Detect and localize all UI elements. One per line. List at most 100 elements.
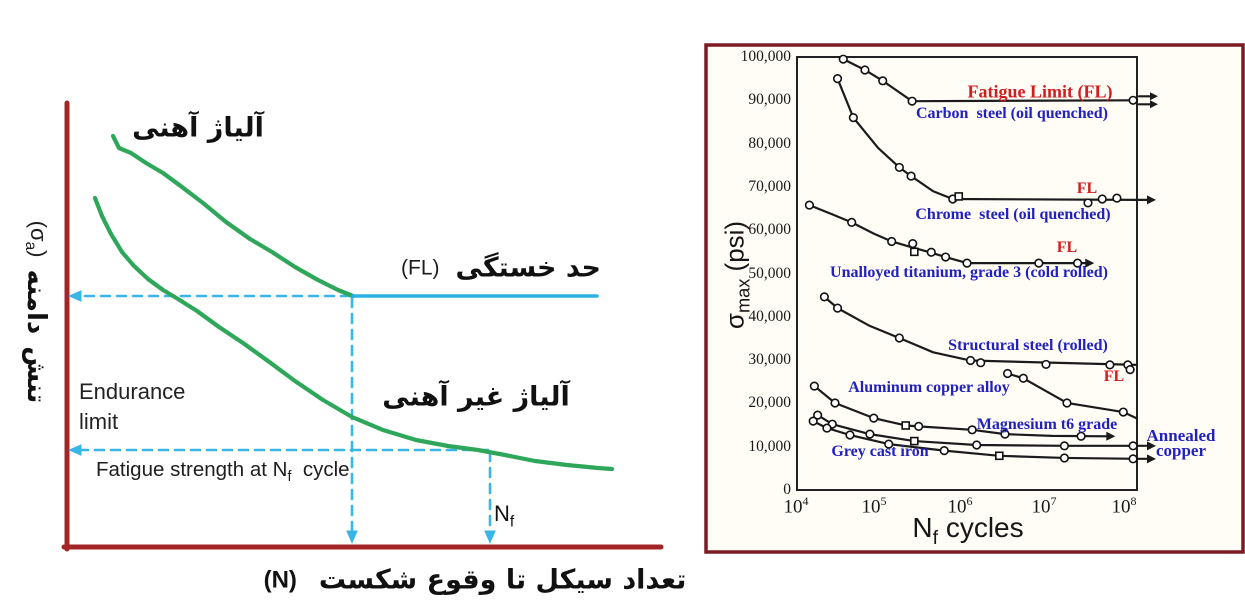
guide-dashed-line-0	[68, 290, 352, 302]
sigma-a-symbol: (σa)	[21, 220, 52, 258]
nf-cycles-text: cycles	[938, 512, 1024, 544]
label-fatigue-limit-fa: (FL) حد خستگی	[401, 253, 601, 284]
data-point	[1034, 258, 1044, 268]
y-axis-units: (psi)	[719, 220, 750, 279]
fatigue-strength-sub: f	[287, 469, 292, 486]
data-point	[869, 413, 879, 423]
label-ferrous-alloy: آلیاژ آهنی	[132, 112, 264, 144]
data-point	[1128, 95, 1138, 105]
data-point	[813, 410, 823, 420]
right-chart	[704, 43, 1245, 554]
label-fatigue-strength: Fatigue strength at Nf cycle	[96, 458, 350, 485]
data-point	[1000, 429, 1010, 439]
ferrous-alloy-curve	[110, 133, 356, 299]
data-point	[838, 54, 848, 64]
data-point	[1128, 454, 1138, 464]
nonferrous-alloy-curve	[92, 195, 615, 472]
y-tick-label-30,000: 30,000	[748, 351, 791, 369]
data-point	[1059, 453, 1070, 463]
x-tick-label-10e6: 106	[947, 494, 973, 518]
sn-curve-carbon	[838, 54, 1158, 109]
data-point	[865, 429, 875, 439]
nf-cycles-subscript: f	[932, 526, 939, 549]
y-axis-word-2: تنش	[21, 346, 52, 404]
data-point	[822, 423, 832, 433]
data-point	[1072, 258, 1083, 268]
data-point	[1041, 359, 1051, 370]
fatigue-limit-label-chrome: FL	[1076, 180, 1098, 197]
data-point	[808, 416, 818, 426]
data-point	[809, 381, 819, 391]
y-axis-word-1: دامنه	[21, 269, 52, 335]
curve-label-titanium: Unalloyed titanium, grade 3 (cold rolled…	[830, 264, 1108, 281]
curve-label-aluminum: Aluminum copper alloy	[848, 379, 1010, 396]
data-point	[926, 247, 936, 257]
x-tick-label-10e5: 105	[861, 494, 887, 518]
data-point	[1002, 368, 1013, 379]
data-point	[965, 355, 976, 366]
data-point	[832, 74, 843, 84]
data-point	[967, 425, 977, 435]
data-point	[860, 65, 870, 75]
data-point	[894, 333, 904, 343]
label-nonferrous-alloy: آلیاژ غیر آهنی	[382, 381, 570, 413]
data-point	[847, 217, 857, 228]
sn-curve-aluminum	[1002, 368, 1139, 420]
data-point	[1125, 365, 1135, 375]
x-axis-title-right: Nf cycles	[912, 512, 1023, 550]
data-point	[878, 76, 888, 86]
data-point	[894, 162, 904, 173]
chart-frame	[704, 43, 1245, 554]
data-point	[1059, 441, 1070, 451]
x-axis-persian-text: تعداد سیکل تا وقوع شکست	[318, 564, 687, 596]
nf-symbol: N	[494, 501, 510, 526]
data-point-square	[995, 451, 1004, 461]
y-tick-label-40,000: 40,000	[748, 307, 791, 325]
sigma-max-symbol: σ	[719, 313, 750, 330]
x-tick-label-10e4: 104	[783, 494, 809, 518]
data-point	[819, 292, 829, 302]
sn-curve-structural	[819, 292, 1139, 375]
data-point	[1018, 373, 1028, 383]
data-point	[1112, 193, 1122, 203]
data-point	[845, 430, 855, 440]
fatigue-limit-label-titanium: FL	[1056, 239, 1078, 256]
y-tick-label-80,000: 80,000	[748, 134, 791, 152]
sn-curve-titanium	[804, 200, 1095, 268]
data-point	[962, 258, 972, 268]
fatigue-limit-text: حد خستگی	[455, 252, 601, 284]
y-tick-label-10,000: 10,000	[748, 437, 791, 455]
y-tick-label-50,000: 50,000	[748, 264, 791, 282]
sn-curve-magnesium	[809, 381, 1116, 441]
data-point	[940, 252, 951, 262]
data-point-square	[954, 192, 964, 201]
data-point	[1076, 431, 1086, 441]
data-point	[884, 439, 894, 449]
data-point	[1083, 198, 1093, 208]
left-diagram	[61, 100, 664, 552]
data-point	[906, 171, 916, 181]
curve-label-grey: Grey cast iron	[831, 443, 929, 460]
curve-label-chrome: Chrome steel (oil quenched)	[915, 206, 1111, 223]
label-endurance-limit: Endurance limit	[79, 379, 186, 434]
x-axis-n-tag: (N)	[263, 566, 297, 593]
data-point	[804, 200, 815, 210]
y-tick-label-90,000: 90,000	[748, 91, 791, 109]
curve-label-carbon: Carbon steel (oil quenched)	[916, 105, 1108, 122]
y-tick-label-70,000: 70,000	[748, 177, 791, 195]
data-point	[830, 398, 840, 408]
data-point	[976, 358, 986, 368]
y-tick-label-20,000: 20,000	[748, 394, 791, 412]
data-point	[908, 239, 918, 249]
fatigue-limit-label-carbon: Fatigue Limit (FL)	[967, 81, 1113, 102]
data-point-square	[910, 436, 919, 446]
y-tick-label-60,000: 60,000	[748, 221, 791, 239]
data-point-square	[901, 421, 910, 430]
data-point	[832, 303, 843, 313]
data-point	[1062, 398, 1072, 408]
data-point	[1105, 360, 1115, 370]
nf-subscript: f	[509, 513, 515, 531]
plot-box	[796, 56, 1138, 491]
